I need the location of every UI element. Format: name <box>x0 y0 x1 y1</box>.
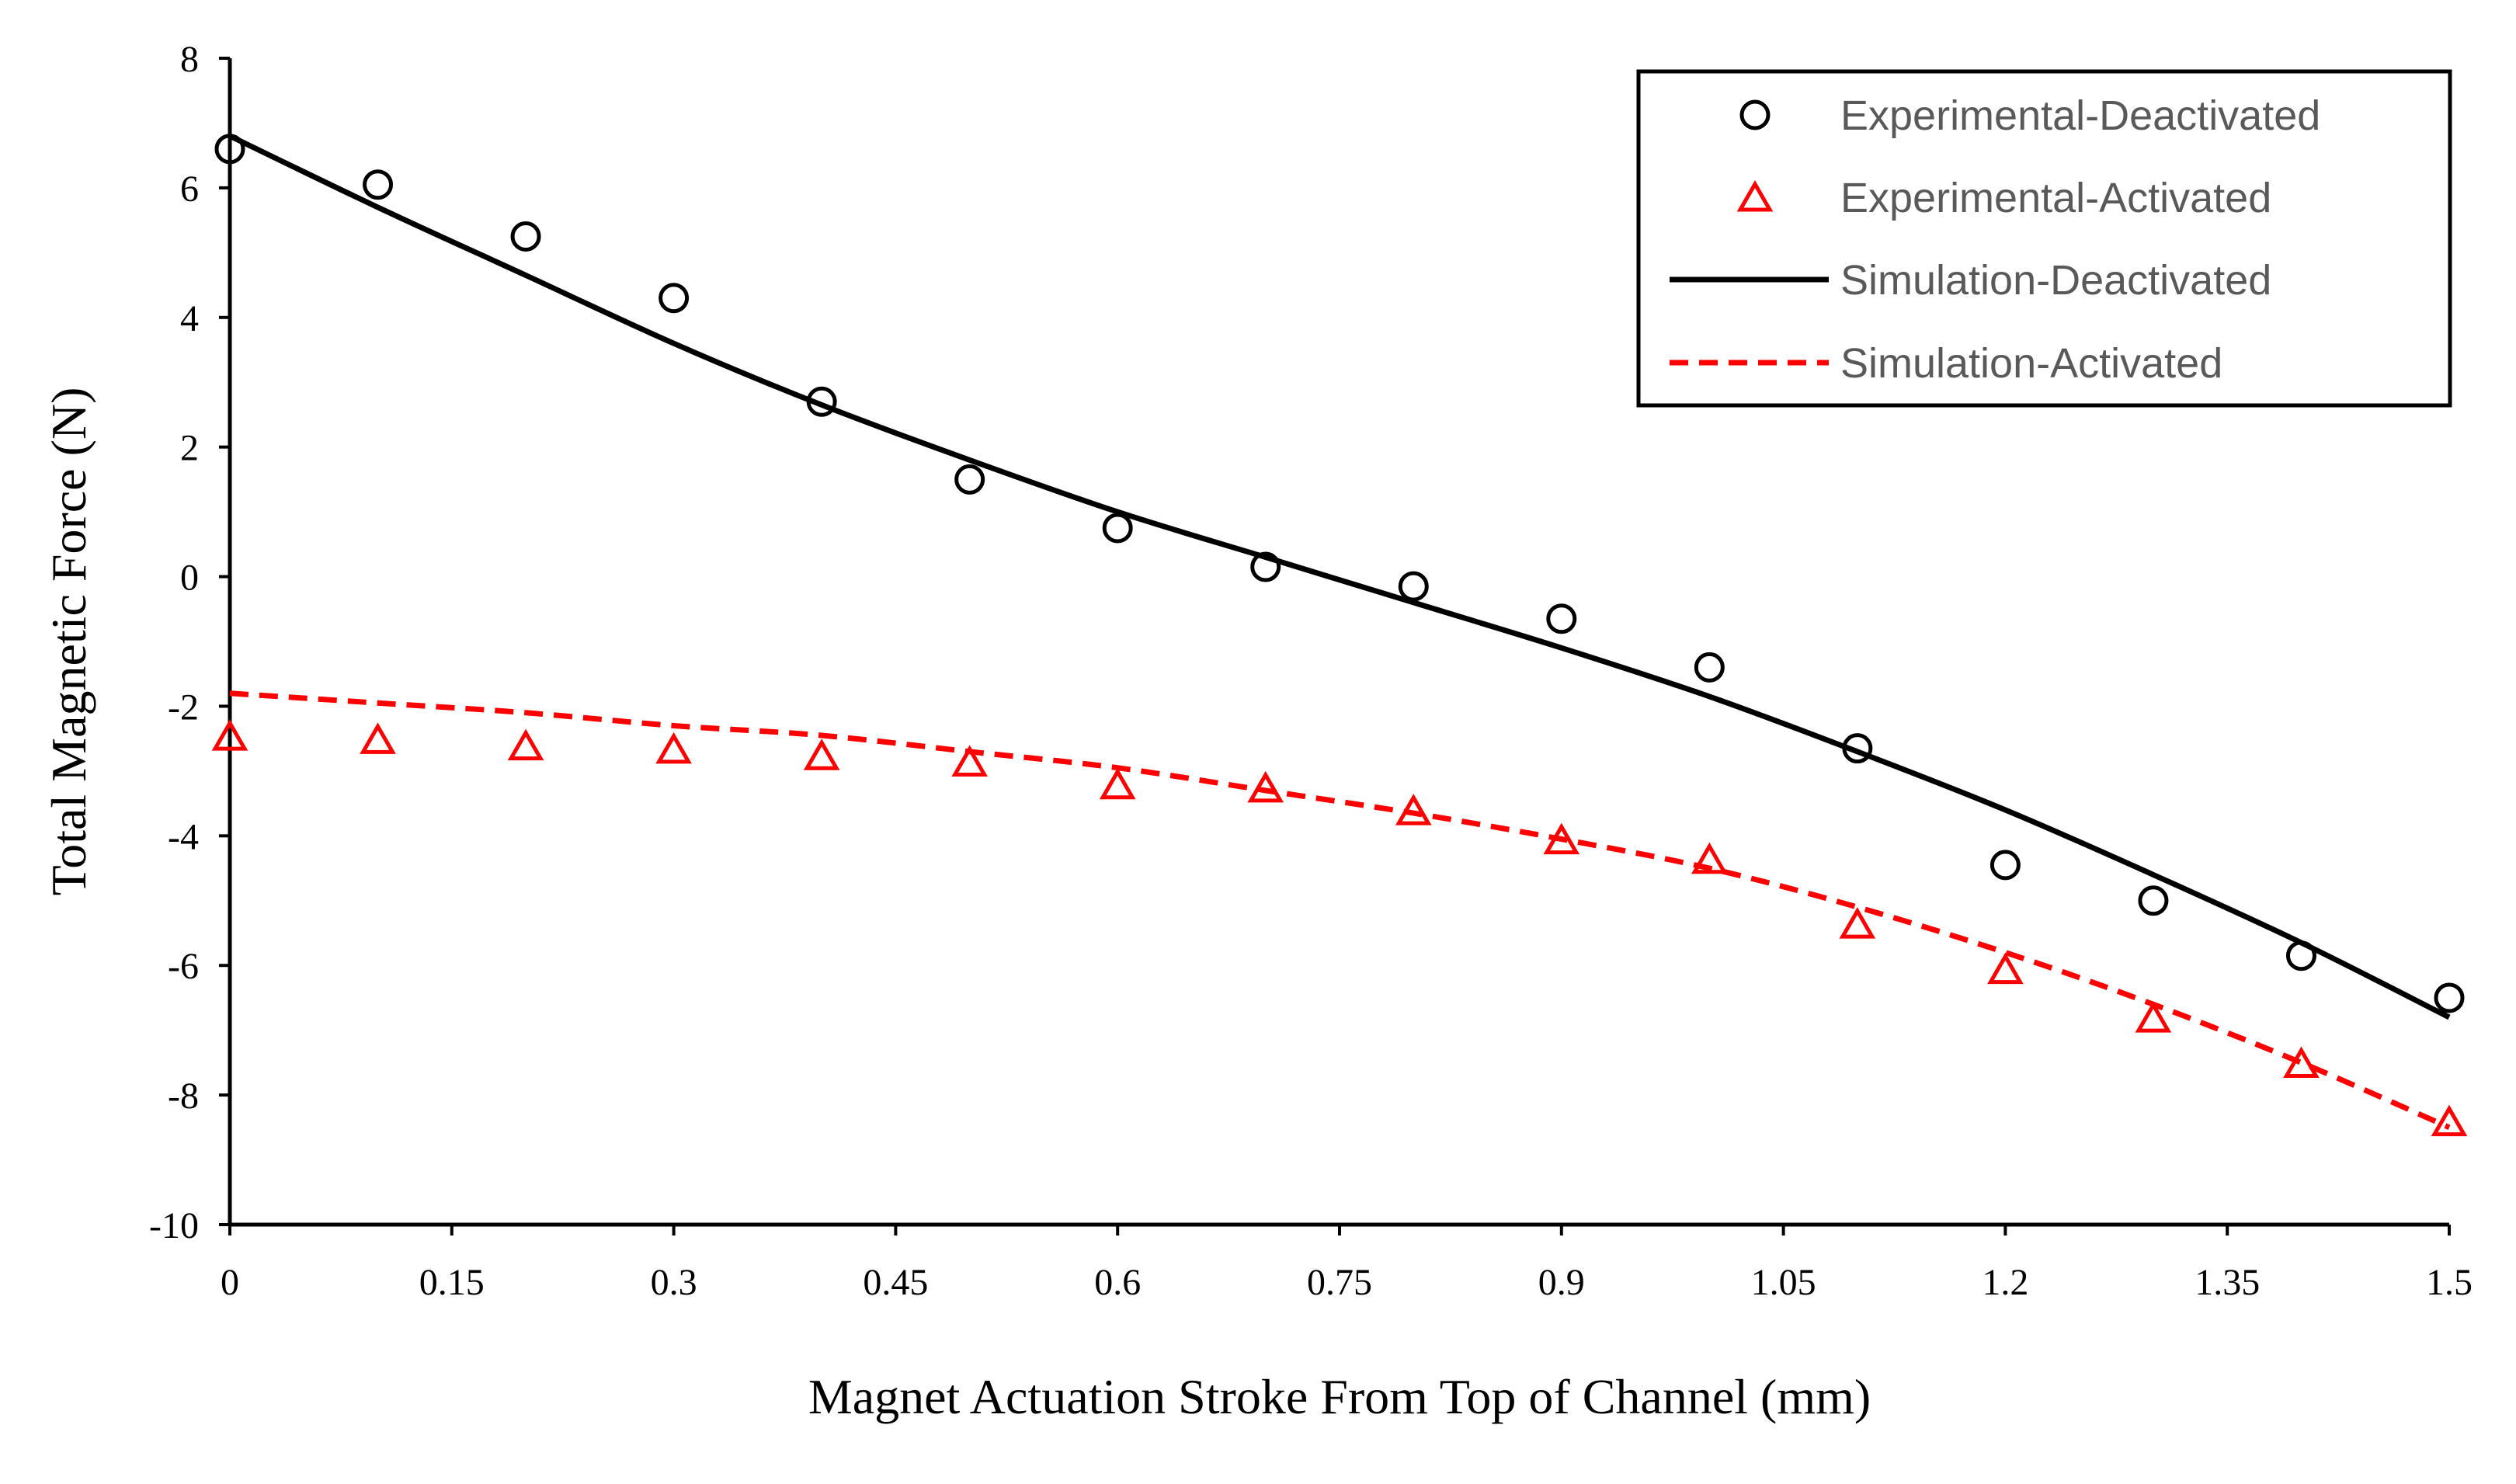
experimental-activated-point <box>1247 770 1284 803</box>
legend: Experimental-Deactivated Experimental-Ac… <box>1636 69 2452 408</box>
experimental-deactivated-point <box>2434 982 2465 1013</box>
experimental-activated-point <box>507 728 544 761</box>
experimental-deactivated-point <box>1398 571 1429 602</box>
y-ticks: -10 -8 -6 -4 -2 0 2 4 6 8 <box>149 39 230 1246</box>
experimental-activated-point <box>1987 952 2024 985</box>
y-tick-label: -2 <box>168 686 199 728</box>
experimental-deactivated-point <box>1990 850 2021 881</box>
y-tick-label: 0 <box>180 558 199 599</box>
legend-item-experimental-deactivated: Experimental-Deactivated <box>1739 92 2320 139</box>
experimental-activated-point <box>2431 1104 2468 1137</box>
experimental-deactivated-point <box>954 464 985 495</box>
experimental-activated-point <box>951 745 988 777</box>
y-tick-label: 4 <box>180 298 199 339</box>
y-tick-label: 2 <box>180 428 199 469</box>
x-axis-title: Magnet Actuation Stroke From Top of Chan… <box>808 1369 1871 1424</box>
legend-item-experimental-activated: Experimental-Activated <box>1736 175 2271 221</box>
experimental-deactivated-point <box>1842 733 1873 764</box>
legend-label: Simulation-Activated <box>1840 340 2222 387</box>
experimental-deactivated-point <box>2285 940 2316 971</box>
experimental-deactivated-point <box>1694 652 1725 683</box>
x-tick-label: 1.35 <box>2195 1262 2260 1303</box>
experimental-activated-point <box>655 732 692 764</box>
experimental-activated-point <box>1395 794 1432 825</box>
experimental-deactivated-point <box>214 134 245 165</box>
y-tick-label: -4 <box>168 816 199 857</box>
x-tick-label: 1.05 <box>1751 1262 1816 1303</box>
experimental-deactivated-point <box>363 169 394 200</box>
y-tick-label: 8 <box>180 39 199 80</box>
experimental-activated-point <box>1543 822 1580 855</box>
series-layer <box>211 133 2468 1137</box>
legend-label: Simulation-Deactivated <box>1840 257 2271 304</box>
experimental-activated-point <box>803 739 840 770</box>
y-axis-title: Total Magnetic Force (N) <box>41 388 96 896</box>
experimental-activated-point <box>1691 842 1728 874</box>
experimental-deactivated-point <box>1250 551 1281 582</box>
plot-area: 0 0.15 0.3 0.45 0.6 0.75 0.9 1.05 1.2 1.35 1.5 -10… <box>149 39 2473 1303</box>
simulation-activated-line <box>229 690 2451 1131</box>
legend-item-simulation-activated: Simulation-Activated <box>1670 340 2222 387</box>
legend-label: Experimental-Activated <box>1840 175 2271 221</box>
y-tick-label: -8 <box>168 1076 199 1117</box>
legend-label: Experimental-Deactivated <box>1840 92 2320 139</box>
experimental-deactivated-point <box>1102 513 1133 544</box>
experimental-deactivated-point <box>659 283 690 314</box>
x-tick-label: 0.6 <box>1094 1262 1141 1303</box>
experimental-activated-point <box>360 722 396 754</box>
legend-circle-marker-icon <box>1739 99 1771 130</box>
experimental-deactivated-point <box>510 221 541 252</box>
experimental-activated-point <box>2135 1001 2172 1033</box>
x-tick-label: 0.3 <box>651 1262 697 1303</box>
experimental-activated-point <box>1839 907 1876 939</box>
x-tick-label: 1.5 <box>2426 1262 2473 1303</box>
legend-triangle-marker-icon <box>1736 179 1774 212</box>
x-ticks: 0 0.15 0.3 0.45 0.6 0.75 0.9 1.05 1.2 1.35 1.5 <box>221 1225 2473 1303</box>
x-tick-label: 0.45 <box>863 1262 928 1303</box>
x-tick-label: 0.9 <box>1538 1262 1585 1303</box>
y-tick-label: -10 <box>149 1205 199 1246</box>
x-tick-label: 0.15 <box>419 1262 485 1303</box>
legend-box <box>1636 69 2452 408</box>
experimental-deactivated-point <box>1546 603 1577 634</box>
x-tick-label: 0.75 <box>1307 1262 1372 1303</box>
simulation-deactivated-line <box>228 133 2451 1020</box>
experimental-activated-point <box>211 719 248 751</box>
y-tick-label: -6 <box>168 946 199 987</box>
experimental-deactivated-point <box>806 386 837 417</box>
experimental-activated-point <box>1099 767 1136 800</box>
y-tick-label: 6 <box>180 169 199 210</box>
x-tick-label: 0 <box>221 1262 239 1303</box>
experimental-activated-point <box>2283 1046 2320 1079</box>
legend-item-simulation-deactivated: Simulation-Deactivated <box>1670 257 2271 304</box>
x-tick-label: 1.2 <box>1982 1262 2028 1303</box>
experimental-deactivated-point <box>2138 885 2169 916</box>
